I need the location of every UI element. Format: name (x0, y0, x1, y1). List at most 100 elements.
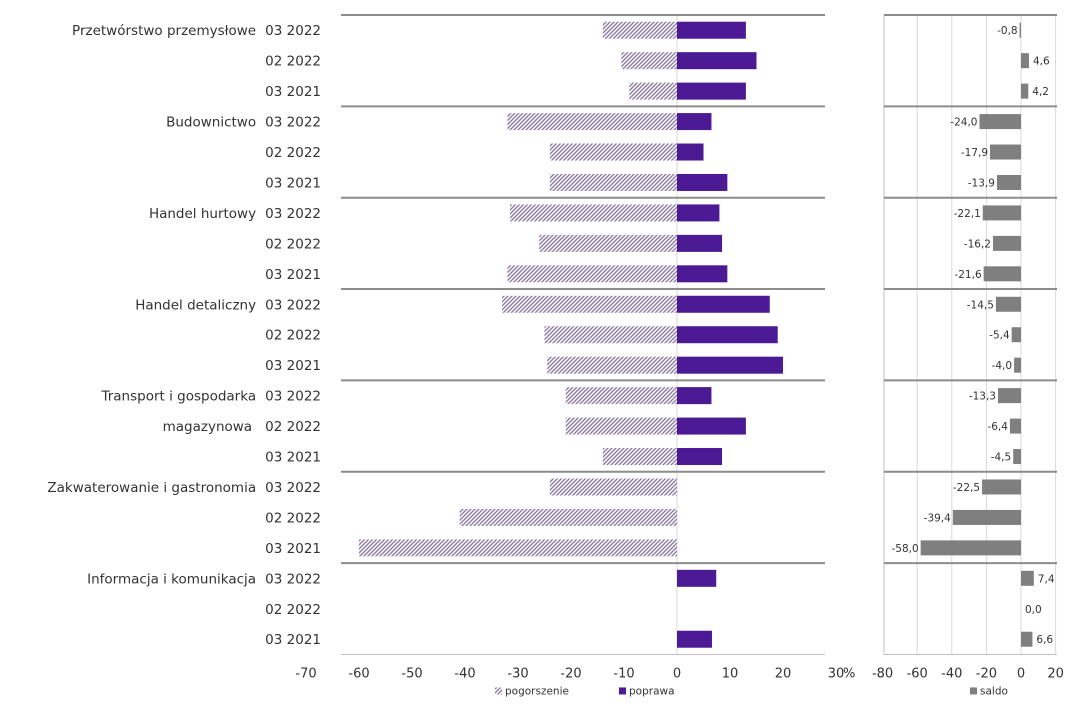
bar-saldo (982, 205, 1021, 221)
bar-pogorszenie (565, 387, 677, 405)
bar-saldo (983, 266, 1021, 282)
bar-saldo (990, 144, 1021, 160)
period-label: 02 2022 (265, 510, 321, 526)
left-x-tick-label: -20 (560, 666, 581, 681)
group-label: Budownictwo (166, 115, 256, 131)
left-x-tick-label: 10 (722, 666, 739, 681)
bar-pogorszenie (547, 356, 677, 374)
bar-poprawa (677, 204, 720, 222)
period-label: 03 2021 (265, 632, 321, 648)
legend-swatch-poprawa (619, 687, 626, 695)
group-label: Przetwórstwo przemysłowe (72, 23, 256, 39)
period-label: 02 2022 (265, 602, 321, 618)
saldo-data-label: -5,4 (989, 330, 1010, 342)
saldo-data-label: -21,6 (954, 269, 981, 281)
saldo-data-label: -22,5 (953, 482, 980, 494)
left-x-tick-label: -50 (401, 666, 422, 681)
bar-poprawa (677, 113, 712, 131)
saldo-data-label: -24,0 (950, 117, 977, 129)
saldo-data-label: 4,6 (1033, 56, 1050, 68)
bar-saldo (1021, 83, 1029, 99)
bar-saldo (997, 388, 1021, 404)
bar-poprawa (677, 356, 783, 374)
saldo-data-label: -14,5 (967, 299, 994, 311)
legend-label-saldo: saldo (980, 685, 1008, 697)
group-label: Transport i gospodarka (100, 389, 256, 405)
period-label: 03 2021 (265, 541, 321, 557)
period-label: 03 2021 (265, 175, 321, 191)
bar-poprawa (677, 387, 712, 405)
saldo-data-label: -13,3 (969, 391, 996, 403)
bar-saldo (982, 479, 1021, 495)
bar-poprawa (677, 52, 757, 70)
bar-pogorszenie (510, 204, 677, 222)
saldo-data-label: 7,4 (1038, 573, 1055, 585)
bar-saldo (1011, 327, 1021, 343)
group-label: Informacja i komunikacja (87, 571, 256, 587)
bar-pogorszenie (602, 448, 677, 466)
bar-saldo (1021, 53, 1029, 69)
bar-poprawa (677, 82, 746, 100)
bar-poprawa (677, 295, 770, 313)
right-x-tick-label: -60 (907, 666, 928, 681)
right-x-tick-label: 20 (1047, 666, 1064, 681)
bar-pogorszenie (621, 52, 677, 70)
right-x-tick-label: -40 (941, 666, 962, 681)
saldo-data-label: -58,0 (891, 543, 918, 555)
bar-saldo (992, 235, 1021, 251)
saldo-data-label: -17,9 (961, 147, 988, 159)
period-label: 03 2022 (265, 115, 321, 131)
bar-poprawa (677, 326, 778, 344)
left-x-tick-label: -40 (454, 666, 475, 681)
bar-saldo (1019, 22, 1021, 38)
period-label: 02 2022 (265, 236, 321, 252)
bar-poprawa (677, 234, 723, 252)
period-label: 03 2022 (265, 389, 321, 405)
bar-pogorszenie (549, 478, 677, 496)
left-x-tick-label: 0 (673, 666, 681, 681)
bar-pogorszenie (544, 326, 677, 344)
left-x-tick-label: 30 (828, 666, 845, 681)
bar-saldo (1014, 357, 1021, 373)
saldo-data-label: 0,0 (1025, 604, 1042, 616)
bar-saldo (920, 540, 1021, 556)
legend-swatch-pogorszenie (495, 687, 502, 695)
period-label: 03 2021 (265, 267, 321, 283)
legends: pogorszenie poprawa saldo (495, 685, 1008, 697)
saldo-data-label: -0,8 (997, 25, 1018, 37)
bar-pogorszenie (502, 295, 677, 313)
bar-poprawa (677, 21, 746, 39)
bar-poprawa (677, 448, 723, 466)
saldo-data-label: -39,4 (924, 512, 951, 524)
bar-poprawa (677, 569, 717, 587)
left-x-tick-label: -70 (295, 666, 316, 681)
bar-saldo (1013, 449, 1021, 465)
bar-pogorszenie (602, 21, 677, 39)
bar-pogorszenie (549, 143, 677, 161)
period-label: 03 2021 (265, 450, 321, 466)
right-x-tick-label: -20 (976, 666, 997, 681)
saldo-data-label: -16,2 (964, 238, 991, 250)
bar-saldo (952, 509, 1021, 525)
bar-saldo (979, 114, 1021, 130)
period-label: 03 2021 (265, 84, 321, 100)
bar-poprawa (677, 630, 712, 648)
bar-pogorszenie (507, 113, 677, 131)
bar-saldo (1009, 418, 1021, 434)
saldo-data-label: -13,9 (968, 177, 995, 189)
saldo-data-label: 4,2 (1032, 86, 1049, 98)
bar-saldo (995, 296, 1021, 312)
legend-label-pogorszenie: pogorszenie (505, 685, 569, 697)
period-label: 02 2022 (265, 419, 321, 435)
period-label: 03 2022 (265, 206, 321, 222)
right-x-tick-label: -80 (872, 666, 893, 681)
legend-label-poprawa: poprawa (629, 685, 675, 697)
period-label: 03 2022 (265, 297, 321, 313)
left-x-tick-label: -10 (613, 666, 634, 681)
saldo-data-label: 6,6 (1036, 634, 1053, 646)
group-label: Zakwaterowanie i gastronomia (47, 480, 256, 496)
bar-poprawa (677, 417, 746, 435)
